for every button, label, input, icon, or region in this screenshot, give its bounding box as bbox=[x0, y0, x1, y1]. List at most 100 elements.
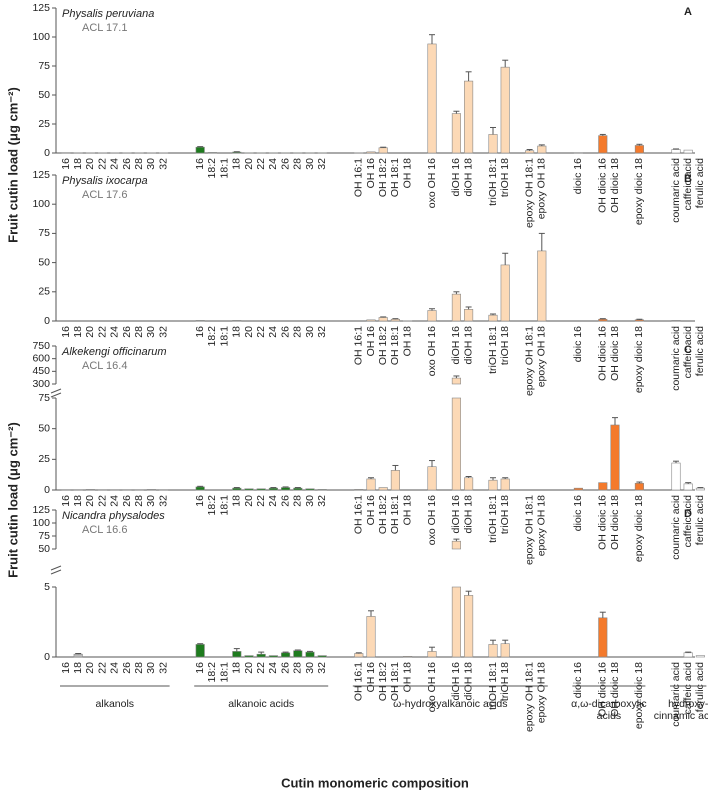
bar bbox=[354, 653, 364, 658]
x-tick-label: 18 bbox=[231, 326, 243, 338]
bar bbox=[671, 320, 681, 322]
x-tick-label: diOH 16 bbox=[450, 662, 462, 701]
x-tick-label: OH 16 bbox=[365, 662, 377, 693]
x-tick-label: 18:1 bbox=[218, 495, 230, 516]
x-tick-label: coumaric acid bbox=[670, 495, 682, 560]
x-tick-label: 18 bbox=[231, 662, 243, 674]
x-tick-label: oxo OH 16 bbox=[426, 326, 438, 376]
y-tick-label: 50 bbox=[38, 543, 50, 555]
x-tick-label: ferulic acid bbox=[694, 326, 706, 376]
x-tick-label: 24 bbox=[109, 495, 121, 507]
x-tick-label: caffeic acid bbox=[682, 495, 694, 547]
x-tick-label: OH 18 bbox=[401, 662, 413, 693]
x-tick-label: epoxy OH 18:1 bbox=[523, 158, 535, 228]
bar bbox=[354, 489, 364, 491]
x-tick-label: 18 bbox=[72, 326, 84, 338]
bar bbox=[232, 487, 242, 491]
x-tick-label: diOH 18 bbox=[462, 495, 474, 534]
x-tick-label: 30 bbox=[304, 495, 316, 507]
x-tick-label: 18:2 bbox=[206, 662, 218, 683]
panel-subtitle: ACL 16.6 bbox=[82, 524, 127, 536]
bar bbox=[573, 487, 583, 491]
x-tick-label: epoxy dioic 18 bbox=[633, 495, 645, 562]
x-tick-label: 22 bbox=[96, 158, 108, 170]
bar bbox=[366, 478, 376, 491]
bar bbox=[366, 151, 376, 154]
x-tick-label: 22 bbox=[255, 326, 267, 338]
y-tick-label: 0 bbox=[44, 484, 50, 496]
x-tick-label: OH 18:2 bbox=[377, 158, 389, 197]
bar bbox=[488, 134, 498, 154]
panel-subtitle: ACL 16.4 bbox=[82, 360, 127, 372]
bar bbox=[451, 540, 461, 550]
x-tick-label: caffeic acid bbox=[682, 158, 694, 210]
x-tick-label: OH 18 bbox=[401, 326, 413, 357]
x-tick-label: 32 bbox=[316, 158, 328, 170]
x-tick-label: 32 bbox=[316, 326, 328, 338]
x-tick-label: 16 bbox=[194, 495, 206, 507]
bar bbox=[671, 149, 681, 154]
bar bbox=[195, 644, 205, 658]
x-tick-label: 24 bbox=[267, 158, 279, 170]
x-tick-label: diOH 16 bbox=[450, 495, 462, 534]
bar bbox=[195, 320, 205, 322]
bar bbox=[281, 487, 291, 491]
x-tick-label: 28 bbox=[292, 662, 304, 674]
x-tick-label: 20 bbox=[243, 495, 255, 507]
bar bbox=[281, 652, 291, 658]
bar bbox=[451, 293, 461, 322]
x-tick-label: epoxy OH 18 bbox=[536, 158, 548, 219]
y-tick-label: 25 bbox=[38, 118, 50, 130]
bar bbox=[488, 644, 498, 658]
x-tick-label: OH 16 bbox=[365, 495, 377, 526]
bar bbox=[378, 487, 388, 491]
x-tick-label: 22 bbox=[96, 326, 108, 338]
bar bbox=[683, 149, 693, 154]
x-tick-label: OH 18:1 bbox=[389, 326, 401, 365]
x-tick-label: 24 bbox=[267, 662, 279, 674]
y-tick-label: 600 bbox=[32, 352, 50, 364]
bar bbox=[195, 486, 205, 491]
bar bbox=[500, 478, 510, 491]
bar bbox=[232, 651, 242, 658]
x-tick-label: 24 bbox=[109, 326, 121, 338]
bar bbox=[293, 487, 303, 491]
x-tick-label: OH 18:2 bbox=[377, 495, 389, 534]
x-tick-label: OH 16:1 bbox=[353, 662, 365, 701]
bar bbox=[500, 643, 510, 658]
x-tick-label: OH 16:1 bbox=[353, 326, 365, 365]
y-tick-label: 300 bbox=[32, 378, 50, 390]
bar bbox=[244, 655, 254, 658]
axis-break bbox=[50, 388, 62, 394]
group-label: α,ω-dicarboxylic bbox=[571, 698, 647, 710]
x-tick-label: oxo OH 16 bbox=[426, 158, 438, 208]
panel-title: Nicandra physalodes bbox=[62, 510, 165, 522]
x-tick-label: epoxy OH 18 bbox=[536, 326, 548, 387]
x-tick-label: coumaric acid bbox=[670, 326, 682, 391]
x-tick-label: 20 bbox=[84, 326, 96, 338]
x-tick-label: 26 bbox=[279, 495, 291, 507]
group-label: alkanols bbox=[96, 698, 135, 710]
x-tick-label: caffeic acid bbox=[682, 662, 694, 714]
panel-subtitle: ACL 17.6 bbox=[82, 189, 127, 201]
x-tick-label: epoxy OH 18:1 bbox=[523, 662, 535, 732]
bar bbox=[451, 113, 461, 154]
x-tick-label: dioic 16 bbox=[572, 326, 584, 362]
bar bbox=[464, 595, 474, 658]
x-tick-label: OH dioic 18 bbox=[609, 158, 621, 213]
x-tick-label: 26 bbox=[121, 158, 133, 170]
panel-title: Physalis ixocarpa bbox=[62, 175, 148, 187]
x-tick-label: 18 bbox=[231, 158, 243, 170]
bar bbox=[451, 377, 461, 385]
x-tick-label: 22 bbox=[96, 495, 108, 507]
y-tick-label: 750 bbox=[32, 340, 50, 352]
bar bbox=[293, 650, 303, 658]
x-tick-label: caffeic acid bbox=[682, 326, 694, 378]
x-tick-label: 30 bbox=[304, 158, 316, 170]
axis-break bbox=[50, 565, 62, 571]
x-tick-label: 32 bbox=[157, 662, 169, 674]
x-tick-label: 32 bbox=[316, 495, 328, 507]
x-tick-label: coumaric acid bbox=[670, 662, 682, 727]
y-tick-label: 100 bbox=[32, 517, 50, 529]
x-tick-label: OH 18:1 bbox=[389, 662, 401, 701]
